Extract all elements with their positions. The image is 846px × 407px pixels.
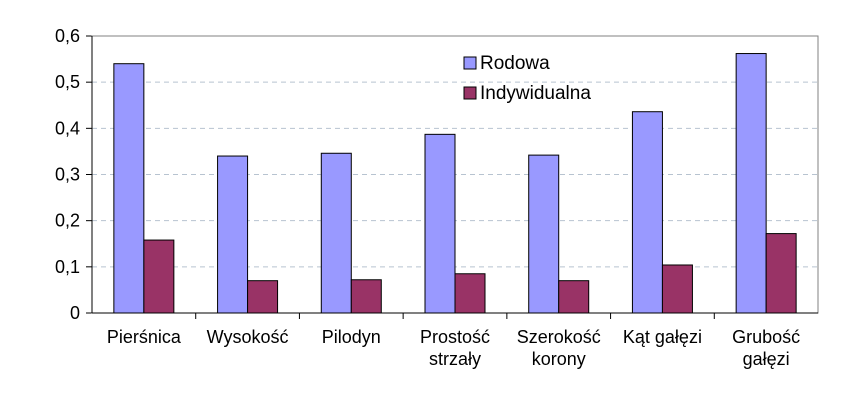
y-tick-label: 0,2: [55, 211, 80, 231]
x-category-label-line: Prostość: [420, 327, 490, 347]
x-category-label: Pilodyn: [322, 327, 381, 347]
bar-indywidualna-2: [350, 279, 382, 314]
y-tick-label: 0,1: [55, 257, 80, 277]
x-category-label-line: Szerokość: [517, 327, 601, 347]
x-category-label: Kąt gałęzi: [623, 327, 702, 347]
bar-indywidualna-1: [247, 280, 279, 314]
x-category-label-line: Pierśnica: [107, 327, 182, 347]
x-category-label: Szerokość korony: [517, 327, 601, 369]
x-category-label-line: Kąt gałęzi: [623, 327, 702, 347]
x-category-labels: Pierśnica Wysokość Pilodyn Prostość strzały S…: [107, 327, 800, 369]
x-category-label-line: Wysokość: [207, 327, 289, 347]
legend-label-rodowa: Rodowa: [480, 53, 550, 74]
x-category-label-line: gałęzi: [743, 349, 790, 369]
bar-rodowa-4: [528, 154, 560, 314]
y-tick-label: 0,5: [55, 72, 80, 92]
bar-rodowa-1: [217, 155, 249, 314]
y-tick-label: 0: [70, 303, 80, 323]
x-category-label-line: Pilodyn: [322, 327, 381, 347]
bar-indywidualna-0: [143, 239, 175, 314]
y-tick-labels: 0 0,1 0,2 0,3 0,4 0,5 0,6: [55, 26, 80, 323]
legend-swatch-indywidualna: [463, 86, 477, 100]
legend-label-indywidualna: Indywidualna: [480, 83, 591, 104]
x-category-label: Grubość gałęzi: [732, 327, 800, 369]
x-category-label-line: strzały: [429, 349, 481, 369]
x-category-label: Wysokość: [207, 327, 289, 347]
y-tick-label: 0,6: [55, 26, 80, 46]
bar-rodowa-0: [113, 63, 145, 314]
bars: [113, 53, 797, 314]
bar-rodowa-2: [320, 152, 352, 314]
x-category-label: Prostość strzały: [420, 327, 490, 369]
bar-indywidualna-6: [765, 233, 797, 314]
x-category-label-line: Grubość: [732, 327, 800, 347]
bar-indywidualna-3: [454, 273, 486, 314]
x-category-label: Pierśnica: [107, 327, 182, 347]
bar-indywidualna-5: [661, 264, 693, 314]
bar-rodowa-5: [631, 111, 663, 314]
bar-rodowa-3: [424, 133, 456, 314]
y-tick-label: 0,4: [55, 118, 80, 138]
y-tick-label: 0,3: [55, 165, 80, 185]
axes: [86, 35, 819, 319]
bar-indywidualna-4: [558, 280, 590, 314]
legend: Rodowa Indywidualna: [463, 53, 591, 104]
legend-swatch-rodowa: [463, 56, 477, 70]
bar-rodowa-6: [735, 53, 767, 314]
x-category-label-line: korony: [532, 349, 586, 369]
